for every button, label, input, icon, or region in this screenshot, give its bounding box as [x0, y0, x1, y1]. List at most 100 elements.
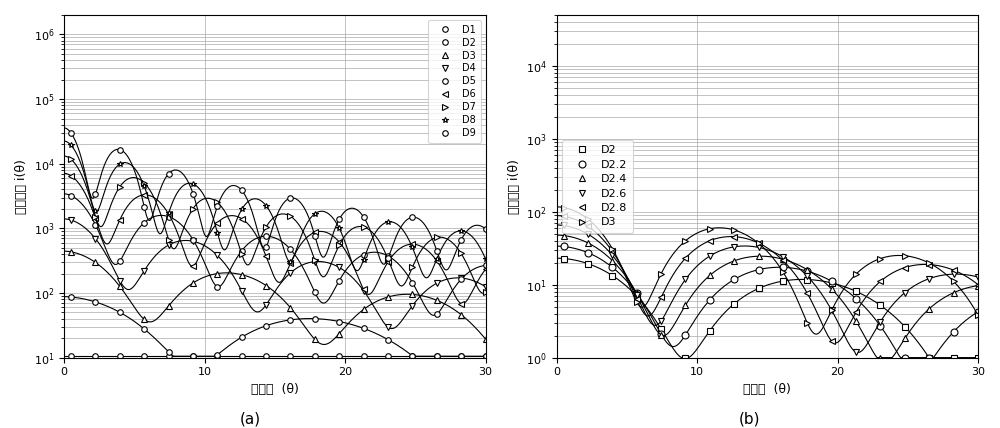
D7 — [309, 258, 321, 263]
D8 — [309, 211, 321, 216]
D3 — [382, 294, 394, 300]
D5 — [309, 290, 321, 295]
Line: D1: D1 — [68, 354, 488, 359]
D9 — [333, 217, 345, 222]
D8 — [89, 209, 101, 214]
D2.8 — [679, 256, 691, 261]
D2.2 — [704, 297, 716, 302]
D3 — [406, 292, 418, 297]
D9 — [480, 226, 492, 232]
D9 — [89, 191, 101, 196]
D2.8 — [728, 234, 740, 239]
D2 — [972, 355, 984, 360]
D4 — [138, 268, 150, 273]
D9 — [431, 248, 443, 253]
D1 — [163, 354, 175, 359]
D2.6 — [753, 245, 765, 250]
D7 — [358, 224, 370, 229]
D1 — [65, 354, 77, 359]
D2.2 — [558, 244, 570, 249]
D2 — [899, 324, 911, 329]
D5 — [163, 214, 175, 219]
X-axis label: 散射角  (θ): 散射角 (θ) — [251, 383, 299, 396]
D2 — [826, 280, 838, 285]
D7 — [333, 243, 345, 248]
D2.2 — [972, 309, 984, 315]
D2.2 — [899, 355, 911, 360]
Line: D7: D7 — [68, 157, 488, 295]
D2 — [582, 261, 594, 266]
D2 — [260, 323, 272, 328]
D5 — [480, 263, 492, 268]
D8 — [236, 207, 248, 212]
D2 — [874, 303, 886, 308]
D3 — [260, 283, 272, 288]
D7 — [138, 180, 150, 185]
D2.2 — [777, 265, 789, 270]
D1 — [211, 354, 223, 359]
Line: D5: D5 — [68, 193, 488, 317]
D4 — [114, 278, 126, 283]
D7 — [406, 265, 418, 270]
D3 — [358, 307, 370, 312]
D2.2 — [606, 265, 618, 270]
D8 — [333, 226, 345, 231]
D3 — [236, 272, 248, 277]
Line: D2.2: D2.2 — [560, 243, 981, 361]
D2.8 — [631, 297, 643, 302]
D7 — [187, 206, 199, 211]
D3 — [455, 312, 467, 317]
D4 — [455, 276, 467, 281]
D6 — [333, 239, 345, 244]
D2 — [679, 355, 691, 360]
D8 — [406, 245, 418, 250]
D3 — [728, 227, 740, 232]
D2 — [163, 349, 175, 354]
D6 — [382, 259, 394, 265]
D3 — [163, 303, 175, 309]
D9 — [406, 215, 418, 220]
D4 — [358, 288, 370, 293]
D4 — [163, 242, 175, 247]
D1 — [333, 354, 345, 359]
D2.4 — [874, 355, 886, 360]
D7 — [236, 252, 248, 257]
D6 — [431, 258, 443, 263]
D7 — [284, 214, 296, 219]
D9 — [455, 238, 467, 243]
D7 — [211, 200, 223, 205]
D2 — [431, 354, 443, 359]
D8 — [65, 143, 77, 148]
Line: D8: D8 — [68, 143, 488, 265]
D2.4 — [655, 332, 667, 337]
D2.4 — [801, 267, 813, 272]
Line: D6: D6 — [68, 173, 488, 306]
D7 — [89, 214, 101, 219]
D3 — [948, 279, 960, 284]
D2.4 — [850, 319, 862, 324]
D4 — [406, 303, 418, 308]
Line: D2.6: D2.6 — [560, 222, 981, 356]
D2.4 — [728, 258, 740, 263]
D1 — [89, 354, 101, 359]
D4 — [260, 302, 272, 307]
D2.8 — [777, 258, 789, 263]
D8 — [431, 256, 443, 262]
D1 — [382, 354, 394, 359]
D2.8 — [558, 214, 570, 219]
D6 — [309, 230, 321, 235]
D9 — [138, 205, 150, 210]
D2 — [850, 289, 862, 294]
D3 — [582, 217, 594, 222]
D4 — [211, 253, 223, 258]
D2.6 — [826, 308, 838, 313]
D2.6 — [801, 273, 813, 279]
D2 — [801, 277, 813, 282]
D1 — [187, 354, 199, 359]
D4 — [284, 270, 296, 275]
D2 — [236, 335, 248, 340]
D2 — [948, 355, 960, 360]
D3 — [65, 249, 77, 254]
D2.4 — [558, 233, 570, 238]
D2 — [89, 299, 101, 304]
